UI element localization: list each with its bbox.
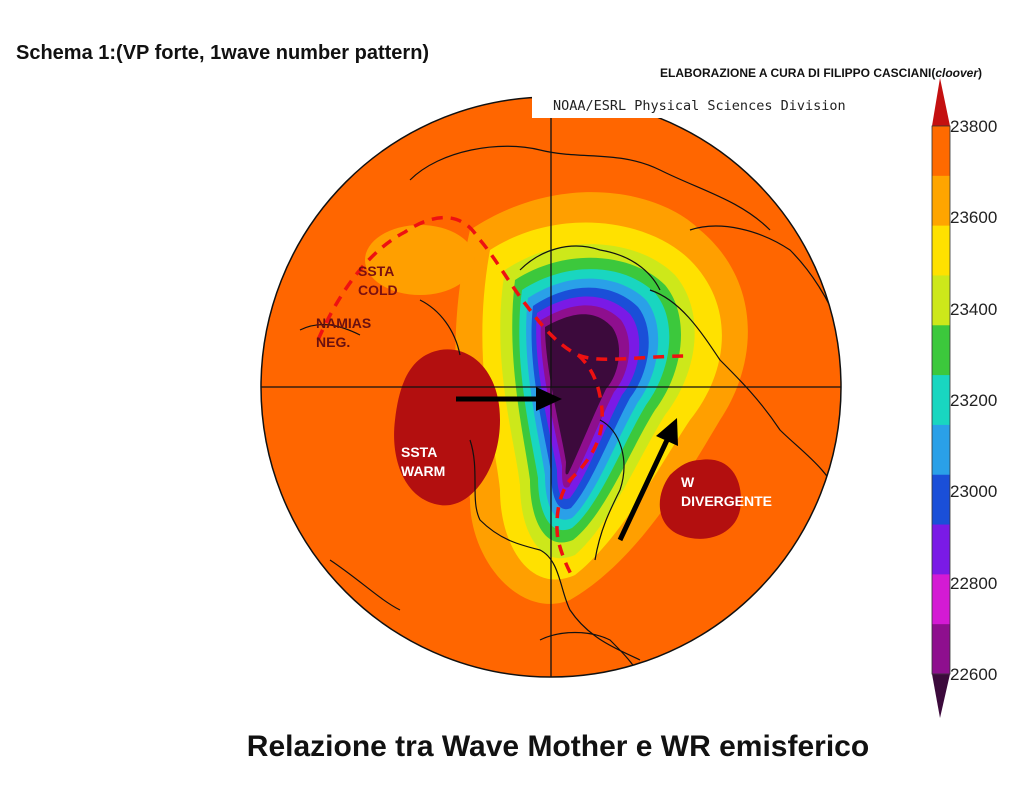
credit-text: ELABORAZIONE A CURA DI FILIPPO CASCIANI( bbox=[660, 66, 936, 80]
coastlines bbox=[299, 145, 841, 677]
colorbar-tick-23400: 23400 bbox=[950, 300, 998, 319]
cold-anomaly-field bbox=[365, 225, 475, 295]
source-label: NOAA/ESRL Physical Sciences Division bbox=[553, 98, 846, 114]
colorbar-top-arrow bbox=[932, 78, 950, 126]
wr-divergente-field bbox=[659, 459, 741, 539]
trough-axis-lower bbox=[555, 353, 604, 579]
contour-22600 bbox=[545, 314, 620, 475]
colorbar-band bbox=[932, 624, 950, 675]
colorbar-bottom-arrow bbox=[932, 674, 950, 718]
colorbar-band bbox=[932, 225, 950, 276]
credit-close: ) bbox=[978, 66, 983, 80]
ssta-warm-label: SSTA WARM bbox=[401, 444, 446, 479]
map-fields bbox=[261, 97, 841, 677]
colorbar-band bbox=[932, 175, 950, 227]
colorbar-band bbox=[932, 574, 950, 625]
colorbar-bands bbox=[931, 125, 951, 675]
bottom-title: Relazione tra Wave Mother e WR emisferic… bbox=[246, 730, 870, 763]
colorbar-band bbox=[932, 275, 950, 326]
wr-divergente-label: W DIVERGENTE bbox=[681, 474, 773, 509]
colorbar-tick-23800: 23800 bbox=[950, 117, 998, 136]
wr-arrow-shaft bbox=[617, 436, 671, 542]
ssta-warm-field bbox=[394, 349, 500, 506]
credit-line: ELABORAZIONE A CURA DI FILIPPO CASCIANI(… bbox=[660, 66, 982, 80]
schema-title: Schema 1:(VP forte, 1wave number pattern… bbox=[16, 42, 430, 64]
colorbar-tick-22600: 22600 bbox=[950, 665, 998, 684]
namias-neg-label: NAMIAS NEG. bbox=[316, 315, 372, 350]
wr-arrow-head bbox=[656, 418, 678, 446]
colorbar-tick-23200: 23200 bbox=[950, 391, 998, 410]
source-box bbox=[532, 94, 868, 118]
colorbar-band bbox=[932, 424, 950, 476]
colorbar-tick-23000: 23000 bbox=[950, 482, 998, 501]
ssta-cold-label: SSTA COLD bbox=[358, 263, 398, 298]
colorbar-band bbox=[932, 325, 950, 376]
colorbar-tick-23600: 23600 bbox=[950, 208, 998, 227]
colorbar-band bbox=[932, 474, 950, 526]
colorbar-band bbox=[932, 126, 950, 177]
advection-arrow-head bbox=[536, 387, 562, 411]
colorbar-band bbox=[932, 524, 950, 575]
colorbar-frame bbox=[931, 125, 951, 675]
credit-user: cloover bbox=[935, 66, 979, 80]
colorbar-band bbox=[932, 375, 950, 426]
colorbar-tick-22800: 22800 bbox=[950, 574, 998, 593]
